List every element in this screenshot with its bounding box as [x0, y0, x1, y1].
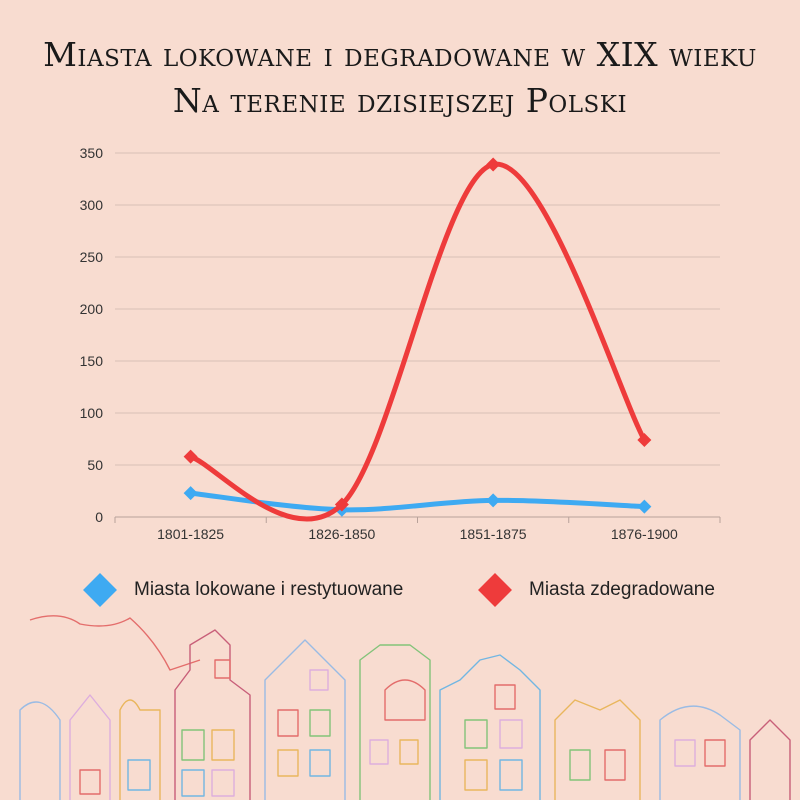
- chart-title-line-1: Miasta lokowane i degradowane w XIX wiek…: [43, 35, 757, 74]
- y-tick-label: 100: [80, 405, 104, 421]
- x-tick-label: 1876-1900: [611, 526, 678, 542]
- chart-series: [183, 157, 652, 522]
- x-tick-label: 1851-1875: [460, 526, 527, 542]
- chart-title: Miasta lokowane i degradowane w XIX wiek…: [0, 32, 800, 124]
- data-point-diamond: [183, 449, 198, 464]
- y-axis: 0 50 100 150 200 250 300 350: [80, 145, 104, 525]
- x-axis: 1801-1825 1826-1850 1851-1875 1876-1900: [114, 516, 721, 542]
- data-point-diamond: [486, 157, 501, 172]
- y-tick-label: 150: [80, 353, 104, 369]
- data-point-diamond: [637, 499, 652, 514]
- chart-grid: [115, 152, 720, 518]
- y-tick-label: 50: [87, 457, 103, 473]
- x-tick-label: 1801-1825: [157, 526, 224, 542]
- x-tick-label: 1826-1850: [308, 526, 375, 542]
- townhouse-skyline-icon: [19, 615, 791, 800]
- chart-title-line-2: Na terenie dzisiejszej Polski: [172, 81, 628, 120]
- y-tick-label: 200: [80, 301, 104, 317]
- y-tick-label: 350: [80, 145, 104, 161]
- data-point-diamond: [183, 486, 198, 501]
- chart-legend: Miasta lokowane i restytuowane Miasta zd…: [0, 570, 800, 610]
- line-chart: 0 50 100 150 200 250 300 350 1801-1825 1826-1850…: [80, 145, 721, 542]
- y-tick-label: 250: [80, 249, 104, 265]
- series-line-2: [188, 161, 647, 522]
- legend-label: Miasta zdegradowane: [529, 579, 715, 600]
- y-tick-label: 300: [80, 197, 104, 213]
- y-tick-label: 0: [95, 509, 103, 525]
- legend-item-zdegradowane: Miasta zdegradowane: [475, 570, 715, 610]
- data-point-diamond: [334, 497, 349, 512]
- legend-item-lokowane: Miasta lokowane i restytuowane: [80, 570, 403, 610]
- data-point-diamond: [637, 433, 652, 448]
- data-point-diamond: [486, 493, 501, 508]
- legend-label: Miasta lokowane i restytuowane: [134, 579, 404, 600]
